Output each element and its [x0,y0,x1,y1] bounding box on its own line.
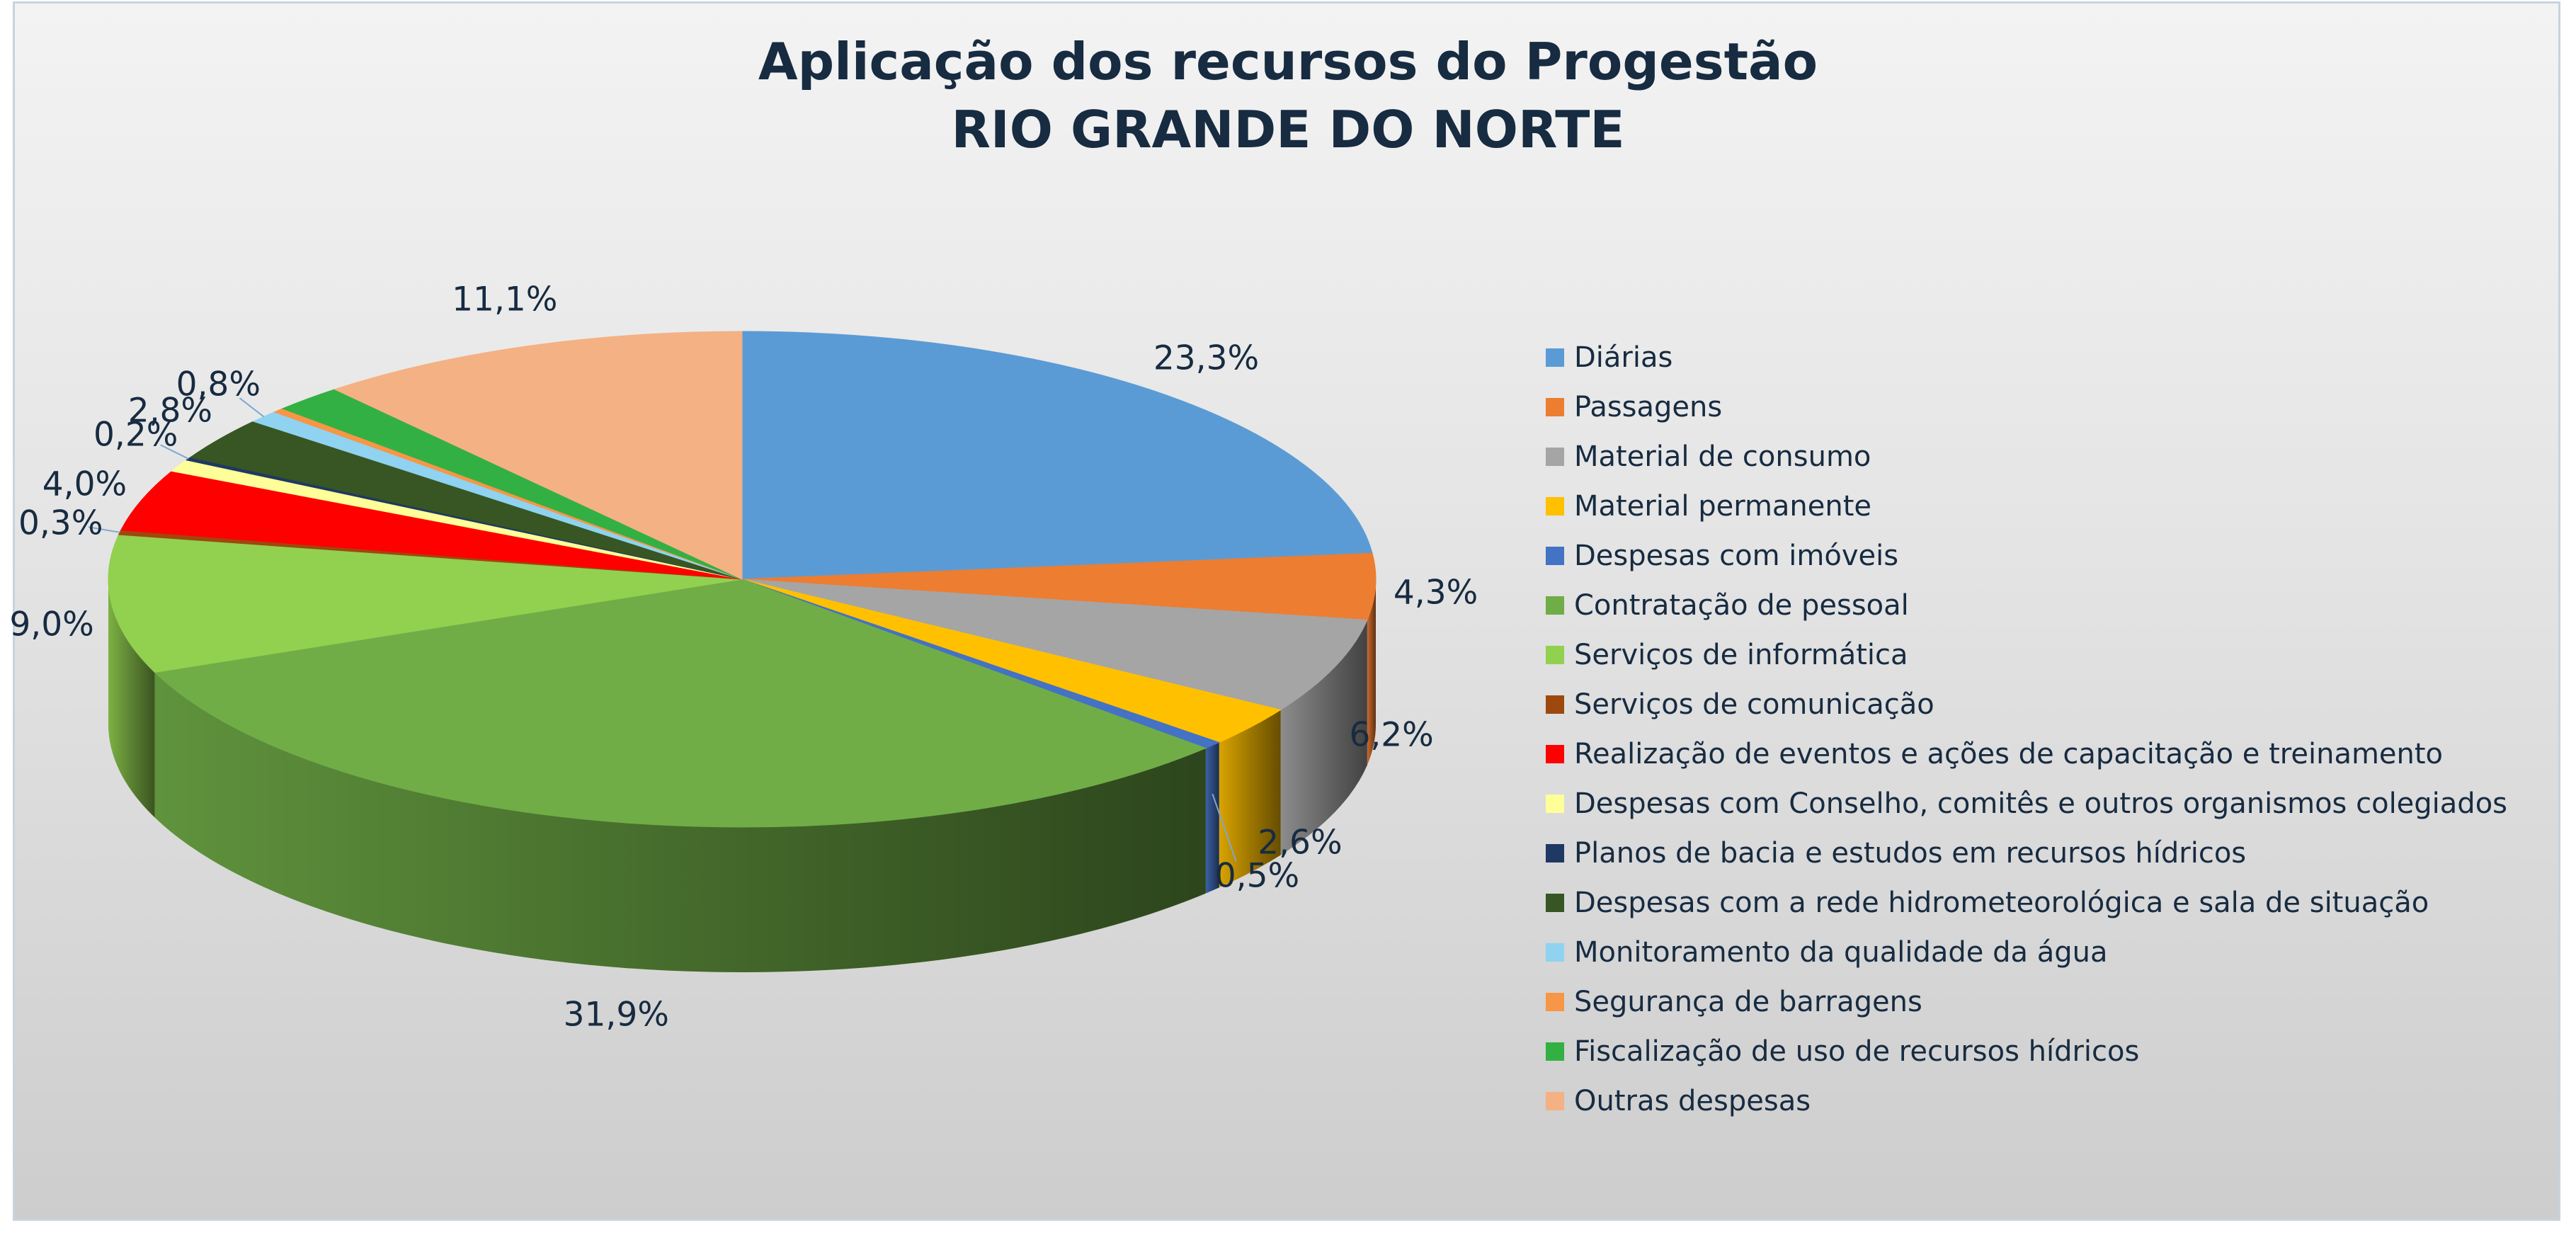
pie-slice-servicos-de-informatica [108,534,743,673]
data-label-diarias: 23,3% [1153,338,1260,378]
leader-line-monitoramento-da-qualidade-da-agua [239,397,265,418]
legend-swatch [1546,695,1564,714]
leader-line-despesas-com-imoveis [1212,793,1237,862]
legend-swatch [1546,1092,1564,1110]
legend-swatch [1546,547,1564,565]
legend-swatch [1546,398,1564,416]
data-label-despesas-com-imoveis: 0,5% [1214,856,1300,896]
legend-label: Outras despesas [1574,1085,1811,1117]
data-label-outras-despesas: 11,1% [452,280,558,319]
pie-slice-realizacao-de-eventos-e-acoes-de-capacitacao-e-treinamento [120,470,743,580]
leader-line-servicos-de-comunicacao [88,526,120,533]
legend-item-despesas-com-conselho-comites-e-outros-organismos-colegiados: Despesas com Conselho, comitês e outros … [1546,779,2507,829]
pie-side-servicos-de-informatica [108,579,155,818]
data-label-realizacao-de-eventos-e-acoes-de-capacitacao-e-treinamento: 4,0% [42,465,127,504]
legend-label: Material permanente [1574,490,1872,523]
legend-label: Planos de bacia e estudos em recursos hí… [1574,837,2247,870]
legend-label: Passagens [1574,391,1723,423]
pie-slice-material-de-consumo [741,579,1368,710]
data-label-material-de-consumo: 6,2% [1349,715,1434,755]
legend-label: Serviços de informática [1574,639,1908,671]
legend-swatch [1546,348,1564,367]
legend-swatch [1546,448,1564,466]
data-label-material-permanente: 2,6% [1258,823,1343,862]
data-label-servicos-de-informatica: 9,0% [9,605,94,644]
legend-label: Despesas com imóveis [1574,540,1899,572]
legend-swatch [1546,844,1564,862]
leader-line-planos-de-bacia-e-estudos-em-recursos-hidricos [160,444,189,460]
pie-side-passagens [1367,579,1376,765]
legend-label: Despesas com a rede hidrometeorológica e… [1574,887,2429,919]
legend-item-outras-despesas: Outras despesas [1546,1076,2507,1126]
legend-swatch [1546,745,1564,763]
legend-label: Realização de eventos e ações de capacit… [1574,738,2444,770]
legend-swatch [1546,497,1564,516]
legend-item-realizacao-de-eventos-e-acoes-de-capacitacao-e-treinamento: Realização de eventos e ações de capacit… [1546,729,2507,779]
legend-swatch [1546,1042,1564,1061]
legend-label: Serviços de comunicação [1574,688,1934,721]
legend-item-monitoramento-da-qualidade-da-agua: Monitoramento da qualidade da água [1546,928,2507,977]
legend-label: Contratação de pessoal [1574,589,1909,622]
legend-label: Material de consumo [1574,440,1871,473]
legend-label: Despesas com Conselho, comitês e outros … [1574,787,2508,820]
legend-item-material-permanente: Material permanente [1546,482,2507,531]
legend-label: Segurança de barragens [1574,986,1922,1018]
legend-swatch [1546,943,1564,962]
data-label-despesas-com-a-rede-hidrometeorologica-e-sala-de-situacao: 2,8% [127,391,213,431]
legend-item-fiscalizacao-de-uso-de-recursos-hidricos: Fiscalização de uso de recursos hídricos [1546,1027,2507,1076]
legend: Diárias Passagens Material de consumo Mater… [1546,333,2507,1126]
legend-item-material-de-consumo: Material de consumo [1546,432,2507,482]
data-label-planos-de-bacia-e-estudos-em-recursos-hidricos: 0,2% [93,415,178,455]
legend-swatch [1546,646,1564,664]
pie-slice-diarias [741,331,1373,580]
pie-side-contratacao-de-pessoal [154,672,1206,972]
legend-item-diarias: Diárias [1546,333,2507,382]
legend-item-seguranca-de-barragens: Segurança de barragens [1546,977,2507,1027]
legend-item-servicos-de-comunicacao: Serviços de comunicação [1546,680,2507,729]
legend-item-planos-de-bacia-e-estudos-em-recursos-hidricos: Planos de bacia e estudos em recursos hí… [1546,829,2507,878]
data-label-servicos-de-comunicacao: 0,3% [18,503,103,543]
legend-item-passagens: Passagens [1546,382,2507,432]
data-label-contratacao-de-pessoal: 31,9% [563,995,669,1035]
legend-item-despesas-com-a-rede-hidrometeorologica-e-sala-de-situacao: Despesas com a rede hidrometeorológica e… [1546,878,2507,928]
legend-label: Diárias [1574,341,1673,374]
legend-swatch [1546,596,1564,615]
chart-subtitle: RIO GRANDE DO NORTE [951,100,1625,159]
data-label-passagens: 4,3% [1393,573,1478,613]
pie-slice-contratacao-de-pessoal [154,579,1207,828]
chart-title: Aplicação dos recursos do Progestão [758,32,1818,91]
legend-swatch [1546,993,1564,1011]
legend-swatch [1546,795,1564,813]
legend-label: Monitoramento da qualidade da água [1574,936,2108,969]
pie-side-material-permanente [1219,710,1281,888]
legend-item-despesas-com-imoveis: Despesas com imóveis [1546,531,2507,581]
legend-item-contratacao-de-pessoal: Contratação de pessoal [1546,581,2507,630]
pie-slice-outras-despesas [334,331,743,580]
pie-side-despesas-com-imoveis [1205,742,1219,894]
pie-side-material-de-consumo [1280,620,1367,855]
pie-slice-passagens [741,552,1377,621]
legend-item-servicos-de-informatica: Serviços de informática [1546,630,2507,680]
legend-swatch [1546,894,1564,912]
data-label-monitoramento-da-qualidade-da-agua: 0,8% [176,365,261,404]
legend-label: Fiscalização de uso de recursos hídricos [1574,1035,2140,1068]
